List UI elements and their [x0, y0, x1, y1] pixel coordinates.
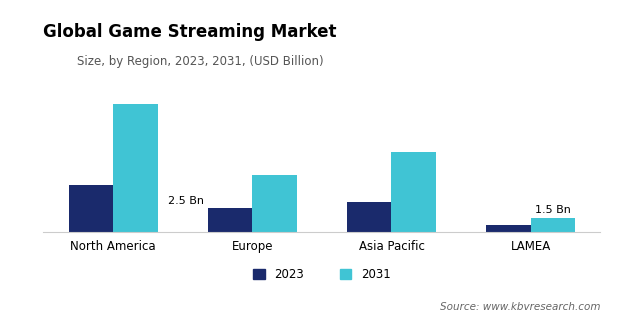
- Legend: 2023, 2031: 2023, 2031: [248, 263, 396, 285]
- Text: Global Game Streaming Market: Global Game Streaming Market: [43, 24, 337, 42]
- Bar: [208, 208, 253, 232]
- Bar: [530, 218, 575, 232]
- Text: Size, by Region, 2023, 2031, (USD Billion): Size, by Region, 2023, 2031, (USD Billio…: [77, 55, 324, 68]
- Bar: [113, 104, 158, 232]
- Bar: [69, 185, 113, 232]
- Text: 1.5 Bn: 1.5 Bn: [535, 205, 571, 215]
- Bar: [347, 202, 391, 232]
- Text: Source: www.kbvresearch.com: Source: www.kbvresearch.com: [440, 302, 600, 312]
- Bar: [253, 175, 297, 232]
- Text: 2.5 Bn: 2.5 Bn: [168, 196, 204, 206]
- Bar: [391, 152, 436, 232]
- Bar: [486, 225, 530, 232]
